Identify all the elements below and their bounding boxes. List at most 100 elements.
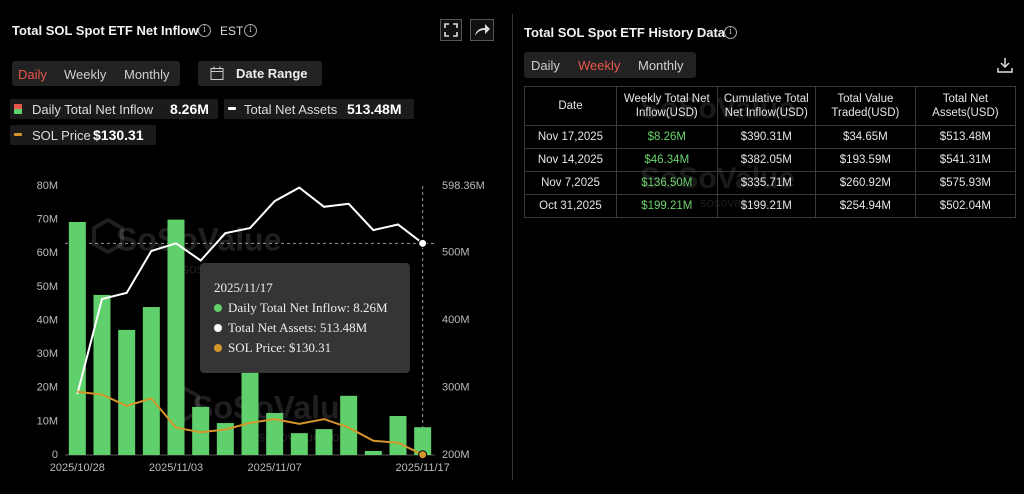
tab[interactable]: Monthly: [638, 58, 684, 73]
table-cell: Nov 7,2025: [524, 171, 617, 195]
column-header: Total Value Traded(USD): [814, 86, 916, 126]
table-cell: $575.93M: [914, 171, 1017, 195]
watermark-logo: [92, 217, 124, 255]
x-tick-label: 2025/11/07: [248, 462, 302, 474]
tooltip-item: SOL Price: $130.31: [214, 340, 331, 356]
tab[interactable]: Monthly: [124, 67, 170, 82]
bar: [192, 406, 210, 455]
y-tick-label: 40M: [37, 314, 58, 326]
bar: [290, 433, 308, 455]
panel-title: Total SOL Spot ETF Net Inflow: [12, 23, 199, 38]
divider: [512, 14, 513, 480]
y-tick-label: 60M: [37, 247, 58, 259]
fullscreen-button[interactable]: [440, 19, 462, 41]
legend-swatch: [14, 104, 22, 114]
y2-tick-label: 500M: [442, 246, 470, 258]
line: [77, 390, 424, 456]
column-header: Weekly Total Net Inflow(USD): [615, 86, 718, 126]
tooltip-text: SOL Price: $130.31: [228, 340, 332, 355]
bar: [167, 219, 185, 455]
share-button[interactable]: [470, 19, 494, 41]
bar: [364, 450, 382, 455]
legend-item[interactable]: SOL Price $130.31: [10, 125, 156, 145]
panel-title: Total SOL Spot ETF History Data: [524, 25, 726, 40]
table-cell: $199.21M: [716, 194, 816, 218]
table-row: Nov 14,2025 $46.34M $382.05M $193.59M $541.3…: [524, 148, 1017, 172]
x-tick-label: 2025/11/03: [149, 462, 203, 474]
date-range-label: Date Range: [236, 66, 308, 81]
legend-swatch: [228, 107, 236, 110]
legend-value: 513.48M: [347, 101, 402, 117]
tab[interactable]: Weekly: [64, 67, 107, 82]
tooltip-text: Daily Total Net Inflow: 8.26M: [228, 300, 388, 315]
table-row: Nov 7,2025 $136.50M $335.71M $260.92M $575.9…: [524, 171, 1017, 195]
y-tick-label: 0: [52, 449, 58, 461]
table-cell: $390.31M: [716, 125, 816, 149]
table-cell: $541.31M: [914, 148, 1017, 172]
tooltip-date: 2025/11/17: [214, 280, 273, 295]
table-cell: $382.05M: [716, 148, 816, 172]
download-button[interactable]: [996, 56, 1014, 74]
y2-tick-label: 400M: [442, 314, 470, 326]
tooltip-text: Total Net Assets: 513.48M: [228, 320, 368, 335]
line: [76, 186, 424, 395]
bar: [68, 221, 86, 455]
x-tick-label: 2025/10/28: [50, 462, 105, 474]
bar: [93, 294, 111, 455]
tab[interactable]: Weekly: [578, 58, 621, 73]
y2-tick-label: 598.36M: [442, 180, 485, 192]
info-icon[interactable]: i: [724, 26, 737, 39]
hover-point: [418, 238, 428, 248]
tooltip-dot: [214, 344, 222, 352]
bar: [142, 307, 160, 455]
table-row: Oct 31,2025 $199.21M $199.21M $254.94M $502.…: [524, 194, 1017, 218]
table-cell: $46.34M: [615, 148, 718, 172]
watermark: SoSoValue: [116, 221, 281, 257]
table-cell: $502.04M: [914, 194, 1017, 218]
info-icon[interactable]: i: [198, 24, 211, 37]
info-icon[interactable]: i: [244, 24, 257, 37]
legend-label: Daily Total Net Inflow: [32, 102, 154, 117]
y-tick-label: 20M: [37, 382, 58, 394]
legend-item[interactable]: Daily Total Net Inflow 8.26M: [10, 99, 218, 119]
bar: [118, 329, 136, 455]
tooltip-dot: [214, 304, 222, 312]
y-tick-label: 50M: [37, 281, 58, 293]
table-cell: $335.71M: [716, 171, 816, 195]
date-range-button[interactable]: Date Range: [198, 61, 322, 86]
tooltip-dot: [214, 324, 222, 332]
y-tick-label: 70M: [37, 214, 58, 226]
legend-swatch: [14, 133, 22, 136]
legend-value: $130.31: [93, 127, 144, 143]
table-cell: $260.92M: [814, 171, 916, 195]
tooltip-item: Total Net Assets: 513.48M: [214, 320, 367, 336]
tab[interactable]: Daily: [18, 67, 47, 82]
column-header: Date: [524, 86, 617, 126]
tab[interactable]: Daily: [531, 58, 560, 73]
y-tick-label: 10M: [37, 415, 58, 427]
bar: [266, 412, 284, 455]
table-cell: Nov 17,2025: [524, 125, 617, 149]
y2-tick-label: 200M: [442, 449, 470, 461]
legend-item[interactable]: Total Net Assets 513.48M: [224, 99, 414, 119]
table-cell: $34.65M: [814, 125, 916, 149]
y2-tick-label: 300M: [442, 381, 470, 393]
table-cell: Oct 31,2025: [524, 194, 617, 218]
table-cell: $199.21M: [615, 194, 718, 218]
bar: [414, 427, 432, 455]
table-cell: $254.94M: [814, 194, 916, 218]
calendar-icon: [210, 66, 224, 80]
tooltip-item: Daily Total Net Inflow: 8.26M: [214, 300, 388, 316]
tab-group: Daily Weekly Monthly: [12, 61, 180, 86]
x-tick-label: 2025/11/17: [396, 462, 450, 474]
table-header: Date Weekly Total Net Inflow(USD) Cumulati…: [524, 86, 1017, 126]
legend-label: SOL Price: [32, 128, 91, 143]
legend-label: Total Net Assets: [244, 102, 338, 117]
timezone: EST: [220, 24, 244, 38]
hover-point: [418, 450, 428, 460]
bar: [389, 415, 407, 455]
history-table: Date Weekly Total Net Inflow(USD) Cumulati…: [524, 86, 1017, 218]
bar: [340, 395, 358, 455]
bar: [216, 423, 234, 455]
